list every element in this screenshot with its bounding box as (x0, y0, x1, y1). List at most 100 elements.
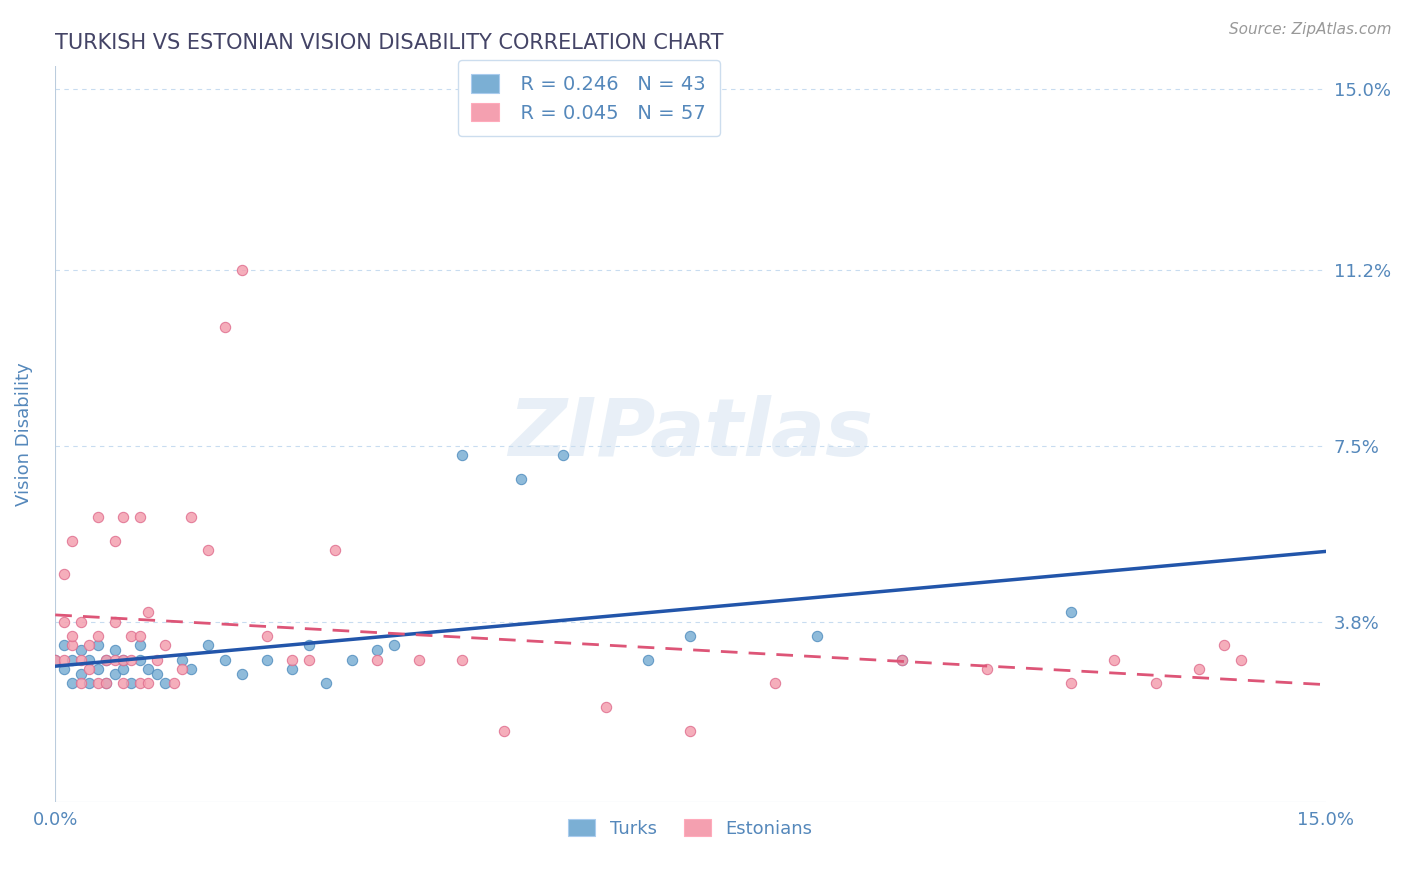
Point (256, 629, 278, 643)
Point (103, 653, 125, 667)
Text: ZIPatlas: ZIPatlas (508, 395, 873, 473)
Point (52, 662, 75, 676)
Point (94, 676, 117, 690)
Point (976, 662, 998, 676)
Point (60, 653, 83, 667)
Point (298, 653, 321, 667)
Y-axis label: Vision Disability: Vision Disability (15, 362, 32, 506)
Point (231, 263, 253, 277)
Point (155, 676, 177, 690)
Point (77, 639, 100, 653)
Point (281, 662, 304, 676)
Point (60, 533, 83, 548)
Point (94, 653, 117, 667)
Point (806, 629, 828, 643)
Point (408, 653, 430, 667)
Point (86, 662, 108, 676)
Point (111, 653, 134, 667)
Point (94, 676, 117, 690)
Point (891, 653, 914, 667)
Point (281, 653, 304, 667)
Point (155, 639, 177, 653)
Point (69, 653, 91, 667)
Point (86, 629, 108, 643)
Point (450, 448, 472, 462)
Point (679, 723, 702, 738)
Point (891, 653, 914, 667)
Point (129, 676, 152, 690)
Point (52, 639, 75, 653)
Point (197, 639, 219, 653)
Point (129, 639, 152, 653)
Point (197, 543, 219, 558)
Point (214, 653, 236, 667)
Point (120, 653, 142, 667)
Point (595, 700, 617, 714)
Point (172, 662, 194, 676)
Point (553, 448, 575, 462)
Point (52, 615, 75, 629)
Point (382, 639, 405, 653)
Point (52, 653, 75, 667)
Text: Source: ZipAtlas.com: Source: ZipAtlas.com (1229, 22, 1392, 37)
Point (60, 639, 83, 653)
Point (1102, 653, 1125, 667)
Point (86, 639, 108, 653)
Point (86, 676, 108, 690)
Point (44, 653, 66, 667)
Point (129, 510, 152, 524)
Point (120, 629, 142, 643)
Point (103, 667, 125, 681)
Point (214, 320, 236, 334)
Point (138, 662, 160, 676)
Point (1230, 653, 1253, 667)
Point (494, 723, 516, 738)
Point (60, 676, 83, 690)
Point (69, 667, 91, 681)
Point (340, 653, 363, 667)
Point (146, 667, 169, 681)
Point (69, 676, 91, 690)
Point (77, 676, 100, 690)
Point (129, 629, 152, 643)
Point (637, 653, 659, 667)
Legend: Turks, Estonians: Turks, Estonians (561, 812, 820, 845)
Point (86, 510, 108, 524)
Point (103, 615, 125, 629)
Point (256, 653, 278, 667)
Point (180, 510, 202, 524)
Point (111, 662, 134, 676)
Point (69, 643, 91, 657)
Point (111, 510, 134, 524)
Point (323, 543, 346, 558)
Point (111, 653, 134, 667)
Point (1212, 639, 1234, 653)
Point (298, 639, 321, 653)
Point (1144, 676, 1167, 690)
Point (1060, 676, 1083, 690)
Text: TURKISH VS ESTONIAN VISION DISABILITY CORRELATION CHART: TURKISH VS ESTONIAN VISION DISABILITY CO… (55, 33, 724, 53)
Point (111, 676, 134, 690)
Point (77, 662, 100, 676)
Point (138, 605, 160, 619)
Point (510, 472, 533, 486)
Point (129, 653, 152, 667)
Point (94, 653, 117, 667)
Point (138, 676, 160, 690)
Point (180, 662, 202, 676)
Point (120, 676, 142, 690)
Point (77, 653, 100, 667)
Point (231, 667, 253, 681)
Point (1187, 662, 1209, 676)
Point (163, 676, 186, 690)
Point (172, 653, 194, 667)
Point (60, 629, 83, 643)
Point (1060, 605, 1083, 619)
Point (763, 676, 786, 690)
Point (69, 615, 91, 629)
Point (52, 567, 75, 582)
Point (146, 653, 169, 667)
Point (103, 643, 125, 657)
Point (315, 676, 337, 690)
Point (44, 653, 66, 667)
